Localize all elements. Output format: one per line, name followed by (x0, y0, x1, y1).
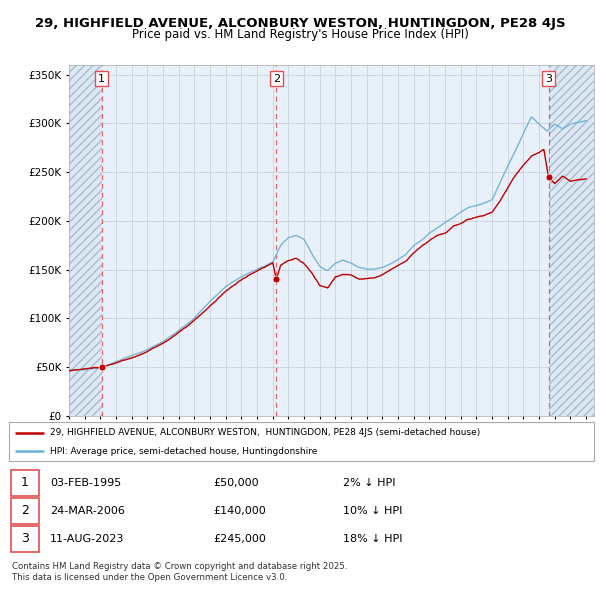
FancyBboxPatch shape (9, 422, 594, 461)
Text: 10% ↓ HPI: 10% ↓ HPI (343, 506, 402, 516)
Text: 18% ↓ HPI: 18% ↓ HPI (343, 534, 403, 544)
Text: 24-MAR-2006: 24-MAR-2006 (50, 506, 125, 516)
Text: 1: 1 (21, 477, 29, 490)
Text: £140,000: £140,000 (213, 506, 266, 516)
Text: 29, HIGHFIELD AVENUE, ALCONBURY WESTON,  HUNTINGDON, PE28 4JS (semi-detached hou: 29, HIGHFIELD AVENUE, ALCONBURY WESTON, … (50, 428, 481, 437)
FancyBboxPatch shape (11, 470, 39, 496)
Text: 2% ↓ HPI: 2% ↓ HPI (343, 478, 395, 488)
Text: £245,000: £245,000 (213, 534, 266, 544)
Text: 29, HIGHFIELD AVENUE, ALCONBURY WESTON, HUNTINGDON, PE28 4JS: 29, HIGHFIELD AVENUE, ALCONBURY WESTON, … (35, 17, 565, 30)
Text: 1: 1 (98, 74, 105, 84)
Text: 3: 3 (21, 532, 29, 545)
Text: Price paid vs. HM Land Registry's House Price Index (HPI): Price paid vs. HM Land Registry's House … (131, 28, 469, 41)
Text: 11-AUG-2023: 11-AUG-2023 (50, 534, 125, 544)
Text: Contains HM Land Registry data © Crown copyright and database right 2025.
This d: Contains HM Land Registry data © Crown c… (12, 562, 347, 582)
FancyBboxPatch shape (11, 526, 39, 552)
Text: 03-FEB-1995: 03-FEB-1995 (50, 478, 122, 488)
Text: HPI: Average price, semi-detached house, Huntingdonshire: HPI: Average price, semi-detached house,… (50, 447, 318, 455)
Text: 3: 3 (545, 74, 552, 84)
FancyBboxPatch shape (11, 499, 39, 523)
Bar (549, 65, 594, 416)
Text: 2: 2 (21, 504, 29, 517)
Text: £50,000: £50,000 (213, 478, 259, 488)
Text: 2: 2 (273, 74, 280, 84)
Bar (69, 65, 102, 416)
